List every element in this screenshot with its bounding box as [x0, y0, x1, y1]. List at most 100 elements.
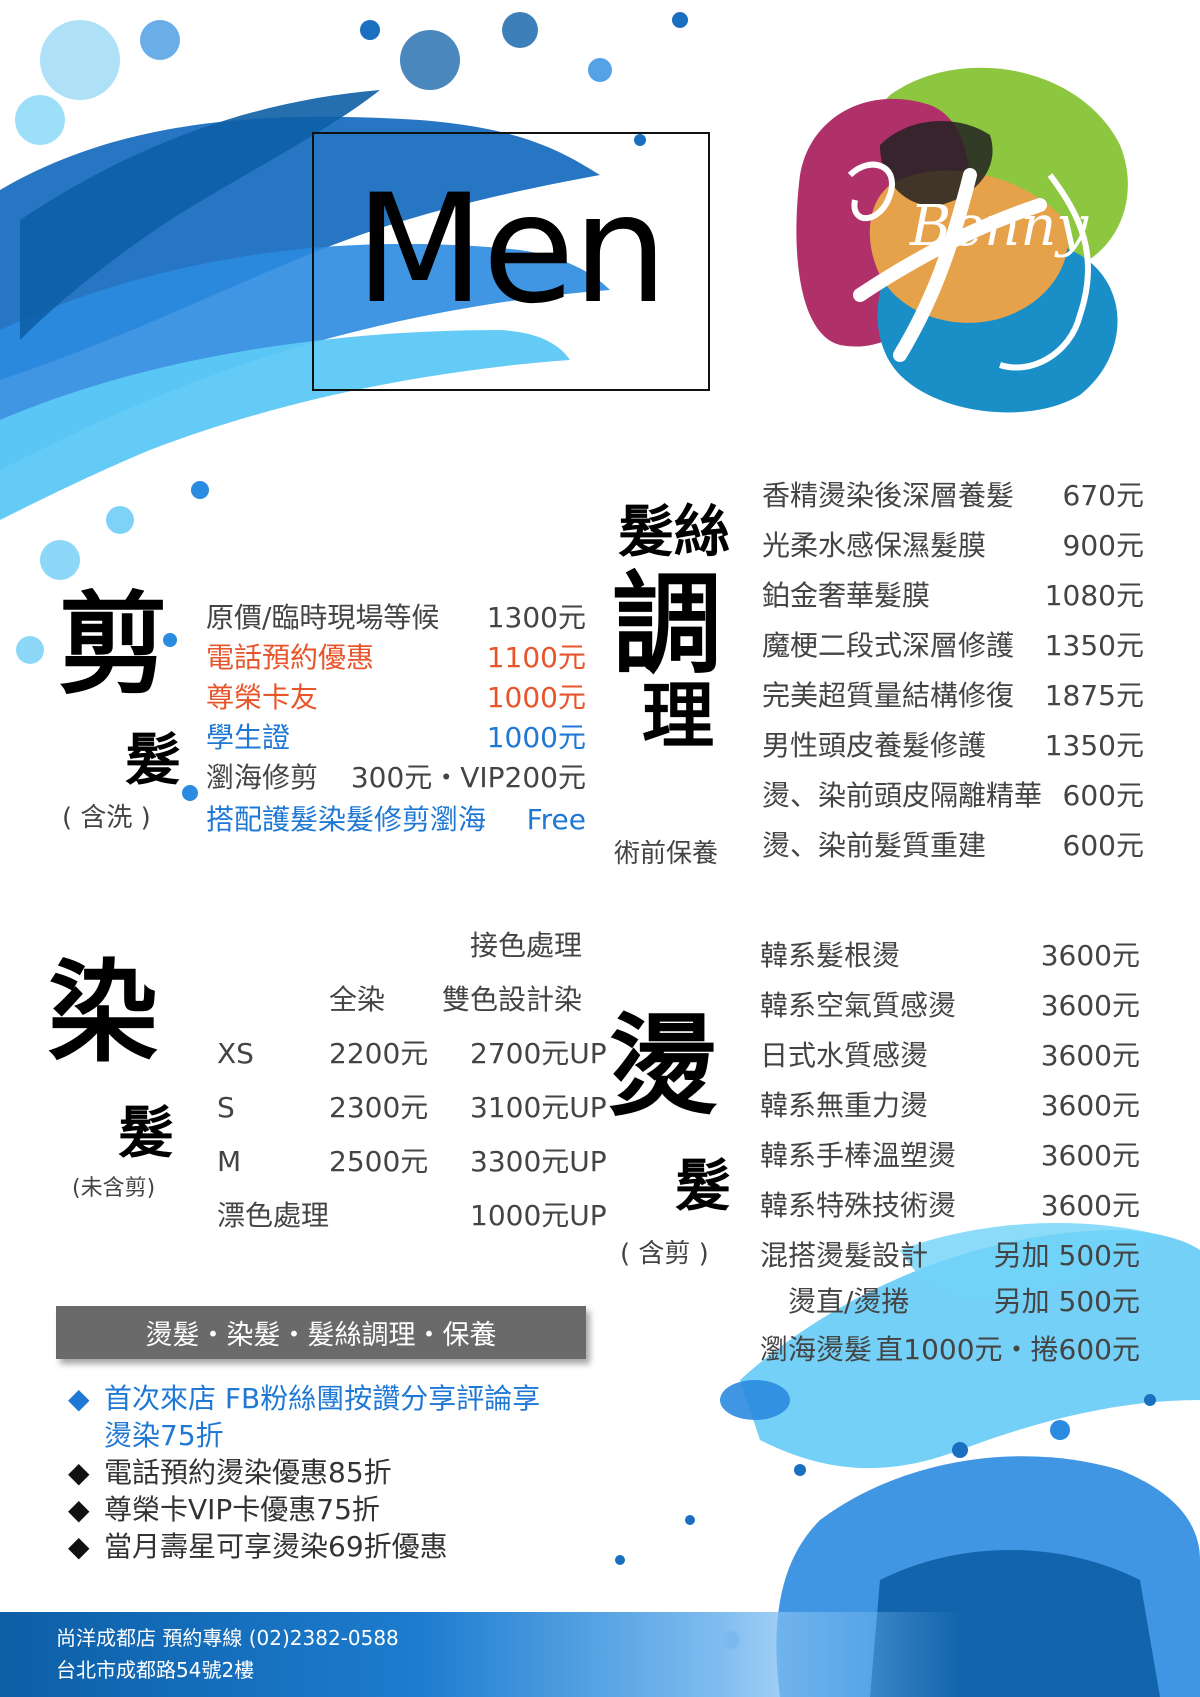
dye-heading-char1: 染: [48, 948, 158, 1077]
footer-band: [0, 1612, 1200, 1697]
service-label: 韓系手棒溫塑燙: [760, 1139, 957, 1172]
perm-heading-char2: 髮: [675, 1153, 731, 1219]
promotion-text: 首次來店 FB粉絲團按讚分享評論享: [104, 1382, 541, 1415]
cut-heading-char1: 剪: [58, 580, 168, 709]
price-row: 韓系手棒溫塑燙 3600元: [760, 1142, 1140, 1170]
price-row: 尊榮卡友 1000元: [206, 684, 586, 712]
promotion-item: 燙染75折: [68, 1417, 540, 1454]
promotion-text: 燙染75折: [104, 1419, 224, 1452]
service-price: 1875元: [1044, 679, 1144, 712]
service-label: 尊榮卡友: [206, 681, 319, 714]
price-row: 魔梗二段式深層修護 1350元: [762, 632, 1144, 660]
care-heading-main: 調: [612, 560, 722, 689]
service-price: 1350元: [1044, 729, 1144, 762]
logo-wordmark: Benny: [909, 194, 1089, 259]
perm-note: ( 含剪 ): [620, 1239, 709, 1269]
service-price: 1300元: [486, 601, 586, 634]
price-row: 瀏海修剪 300元・VIP200元: [206, 764, 586, 792]
service-label: 瀏海燙髮: [760, 1333, 873, 1366]
service-label: 光柔水感保濕髮膜: [762, 529, 987, 562]
price-row: 燙、染前頭皮隔離精華 600元: [762, 782, 1144, 810]
care-heading-main2: 理: [642, 673, 715, 758]
cut-price-list: 原價/臨時現場等候 1300元 電話預約優惠 1100元 尊榮卡友 1000元 學生證 100…: [206, 604, 586, 846]
price-row: 香精燙染後深層養髮 670元: [762, 482, 1144, 510]
promotion-item: ◆ 尊榮卡VIP卡優惠75折: [68, 1491, 540, 1528]
service-price: 1000元: [486, 721, 586, 754]
care-price-list: 香精燙染後深層養髮 670元 光柔水感保濕髮膜 900元 鉑金奢華髮膜 1080元 魔梗二段…: [762, 482, 1144, 882]
footer-phone: 尚洋成都店 預約專線 (02)2382-0588: [56, 1626, 399, 1650]
price-row: 光柔水感保濕髮膜 900元: [762, 532, 1144, 560]
services-banner: 燙髮・染髮・髮絲調理・保養: [56, 1306, 586, 1359]
price-row: 男性頭皮養髮修護 1350元: [762, 732, 1144, 760]
service-price: 3600元: [1040, 1089, 1140, 1122]
title-frame: [312, 132, 710, 391]
price-row: 韓系特殊技術燙 3600元: [760, 1192, 1140, 1220]
promotion-item: ◆ 首次來店 FB粉絲團按讚分享評論享: [68, 1380, 540, 1417]
promotion-text: 電話預約燙染優惠85折: [104, 1456, 392, 1489]
care-note: 術前保養: [614, 839, 719, 869]
promotion-text: 尊榮卡VIP卡優惠75折: [104, 1493, 380, 1526]
service-price: 900元: [1062, 529, 1144, 562]
price-row: 完美超質量結構修復 1875元: [762, 682, 1144, 710]
price-row: 電話預約優惠 1100元: [206, 644, 586, 672]
diamond-bullet-icon: ◆: [68, 1493, 90, 1526]
service-price: 3600元: [1040, 1139, 1140, 1172]
price-row: 韓系空氣質感燙 3600元: [760, 992, 1140, 1020]
service-price: 直1000元・捲600元: [875, 1333, 1140, 1366]
service-price: 600元: [1062, 829, 1144, 862]
service-price: 另加 500元: [993, 1285, 1140, 1318]
benny-logo: Benny: [796, 67, 1128, 413]
care-heading-top: 髮絲: [618, 499, 730, 565]
perm-heading-char1: 燙: [608, 1002, 718, 1131]
service-price: 另加 500元: [993, 1239, 1140, 1272]
service-label: 男性頭皮養髮修護: [762, 729, 987, 762]
page-title: Men: [355, 163, 668, 337]
service-label: 韓系特殊技術燙: [760, 1189, 957, 1222]
service-price: 670元: [1062, 479, 1144, 512]
service-price: 1000元: [486, 681, 586, 714]
diamond-bullet-icon: ◆: [68, 1530, 90, 1563]
perm-price-list: 韓系髮根燙 3600元 韓系空氣質感燙 3600元 日式水質感燙 3600元 韓系無重力燙 3…: [760, 942, 1140, 1386]
service-label: 燙、染前髮質重建: [762, 829, 987, 862]
service-label: 搭配護髮染髮修剪瀏海: [206, 803, 487, 836]
dye-heading-char2: 髮: [118, 1100, 174, 1166]
service-label: 混搭燙髮設計: [760, 1239, 929, 1272]
service-label: 燙直/燙捲: [760, 1285, 910, 1318]
service-price: 3600元: [1040, 1189, 1140, 1222]
service-price: Free: [526, 803, 586, 836]
service-price: 1350元: [1044, 629, 1144, 662]
service-label: 學生證: [206, 721, 291, 754]
top-left-brush: [0, 12, 688, 801]
price-row: 學生證 1000元: [206, 724, 586, 752]
service-price: 600元: [1062, 779, 1144, 812]
service-label: 燙、染前頭皮隔離精華: [762, 779, 1043, 812]
service-label: 原價/臨時現場等候: [206, 601, 440, 634]
diamond-bullet-icon: ◆: [68, 1456, 90, 1489]
service-price: 3600元: [1040, 939, 1140, 972]
service-label: 完美超質量結構修復: [762, 679, 1015, 712]
price-row: 鉑金奢華髮膜 1080元: [762, 582, 1144, 610]
price-row: 燙、染前髮質重建 600元: [762, 832, 1144, 860]
service-price: 300元・VIP200元: [350, 761, 586, 794]
service-label: 鉑金奢華髮膜: [762, 579, 931, 612]
price-row: 韓系髮根燙 3600元: [760, 942, 1140, 970]
service-label: 魔梗二段式深層修護: [762, 629, 1015, 662]
service-price: 1100元: [486, 641, 586, 674]
service-label: 瀏海修剪: [206, 761, 319, 794]
price-row: 瀏海燙髮 直1000元・捲600元: [760, 1336, 1140, 1364]
service-price: 1080元: [1044, 579, 1144, 612]
cut-note: ( 含洗 ): [62, 803, 151, 833]
price-row: 搭配護髮染髮修剪瀏海 Free: [206, 806, 586, 834]
price-row: 日式水質感燙 3600元: [760, 1042, 1140, 1070]
price-row: 混搭燙髮設計 另加 500元: [760, 1242, 1140, 1270]
dye-note: (未含剪): [72, 1176, 156, 1201]
cut-heading-char2: 髮: [125, 727, 181, 793]
price-row: 燙直/燙捲 另加 500元: [760, 1288, 1140, 1316]
service-price: 3600元: [1040, 1039, 1140, 1072]
promotion-item: ◆ 當月壽星可享燙染69折優惠: [68, 1528, 540, 1565]
service-label: 日式水質感燙: [760, 1039, 929, 1072]
promotions-list: ◆ 首次來店 FB粉絲團按讚分享評論享 燙染75折 ◆ 電話預約燙染優惠85折 ◆ 尊榮卡V…: [68, 1380, 540, 1565]
promotion-text: 當月壽星可享燙染69折優惠: [104, 1530, 448, 1563]
diamond-bullet-icon: ◆: [68, 1382, 90, 1415]
